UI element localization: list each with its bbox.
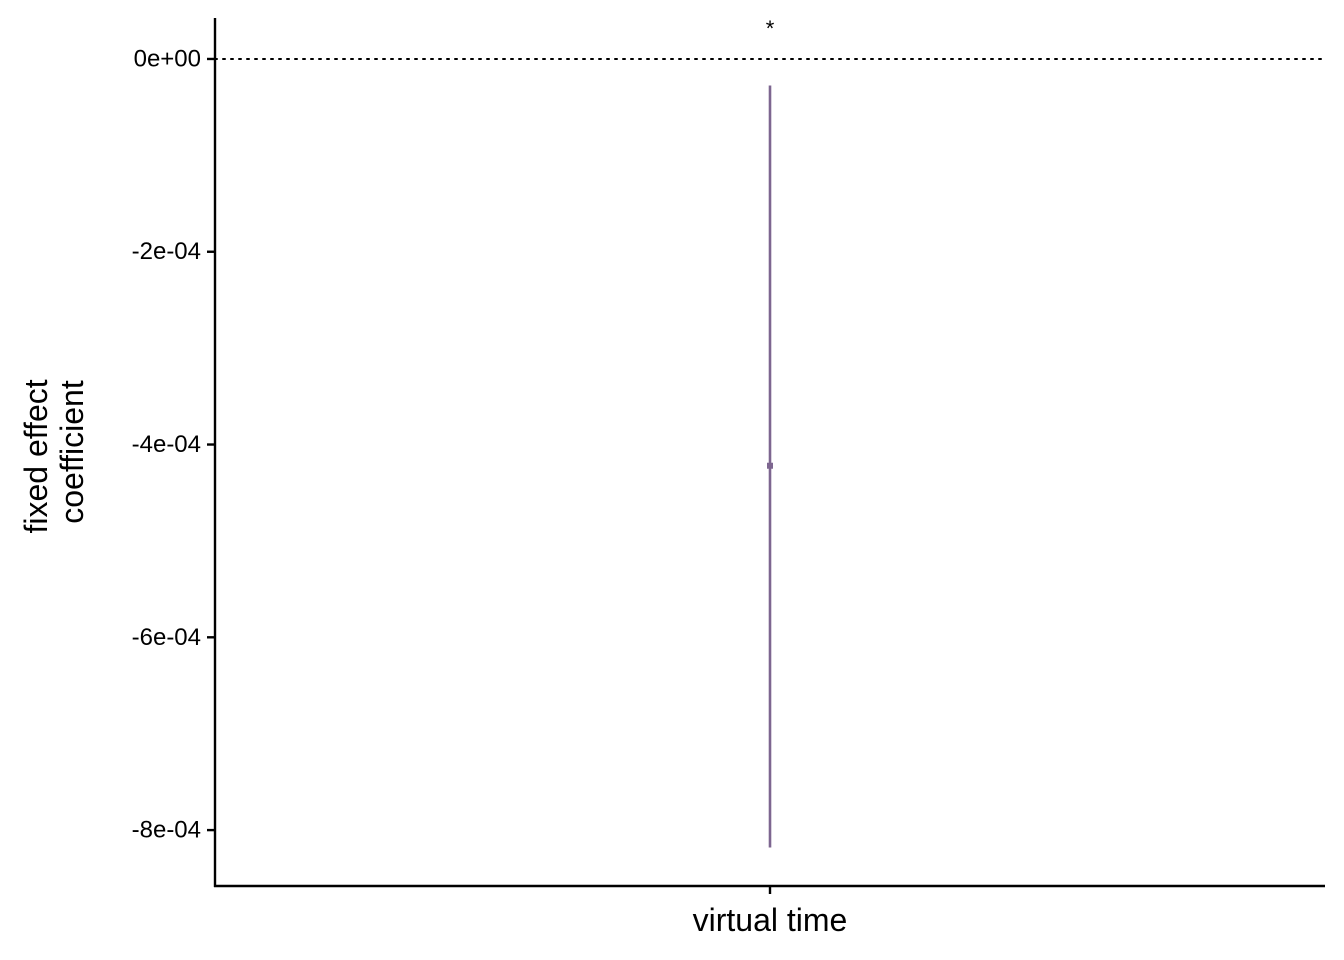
y-axis: 0e+00 -2e-04 -4e-04 -6e-04 -8e-04 bbox=[132, 18, 217, 887]
error-bar-marks: * bbox=[766, 16, 775, 848]
y-axis-ticks: 0e+00 -2e-04 -4e-04 -6e-04 -8e-04 bbox=[132, 45, 215, 844]
y-tick-label: -8e-04 bbox=[132, 817, 201, 844]
plot-area: * bbox=[214, 16, 1326, 848]
y-axis-title-line-1: fixed effect bbox=[18, 379, 54, 533]
y-axis-title-line-2: coefficient bbox=[54, 380, 90, 524]
y-tick-label: -4e-04 bbox=[132, 431, 201, 458]
point-estimate-marker bbox=[767, 462, 773, 469]
y-tick-label: -6e-04 bbox=[132, 624, 201, 651]
x-axis bbox=[214, 884, 1325, 894]
significance-annotation: * bbox=[766, 16, 775, 41]
x-axis-title: virtual time bbox=[693, 902, 848, 938]
y-tick-label: 0e+00 bbox=[134, 45, 201, 72]
y-tick-label: -2e-04 bbox=[132, 238, 201, 265]
y-axis-title: fixed effect coefficient bbox=[18, 370, 90, 533]
